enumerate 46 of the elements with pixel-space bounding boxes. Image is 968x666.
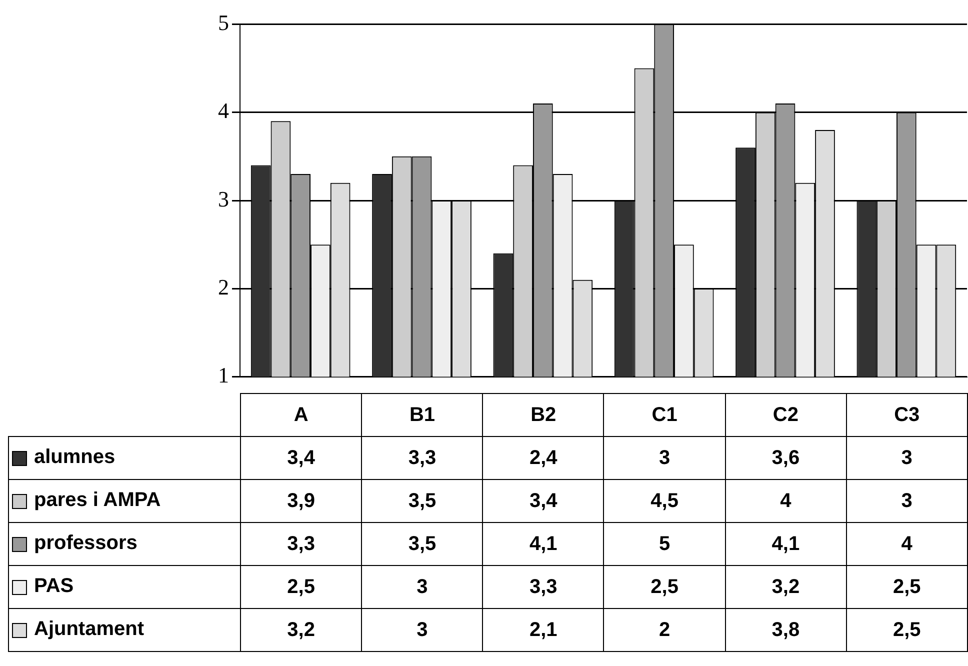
- data-label: 3,2: [240, 608, 362, 652]
- legend-label: Ajuntament: [34, 618, 144, 641]
- data-label: 3: [846, 480, 968, 522]
- data-label: 5: [604, 522, 726, 566]
- data-label: 4,5: [604, 480, 726, 522]
- y-tick-label: 1: [218, 362, 229, 388]
- x-tick-label: B1: [362, 394, 483, 436]
- data-label: 3: [362, 608, 483, 652]
- data-label: 2,5: [846, 566, 968, 608]
- data-label: 3: [846, 436, 968, 480]
- x-tick-label: A: [240, 394, 362, 436]
- data-label: 3,9: [240, 480, 362, 522]
- data-label: 2,4: [482, 436, 604, 480]
- data-label: 3,5: [362, 522, 483, 566]
- legend-label: alumnes: [34, 446, 116, 469]
- data-label: 2: [604, 608, 726, 652]
- data-label: 3,4: [482, 480, 604, 522]
- y-tick-label: 4: [218, 98, 229, 124]
- data-label: 3,3: [362, 436, 483, 480]
- data-label: 4: [846, 522, 968, 566]
- data-label: 4,1: [482, 522, 604, 566]
- data-label: 2,5: [240, 566, 362, 608]
- data-label: 3,3: [482, 566, 604, 608]
- legend-label: PAS: [34, 576, 74, 598]
- data-label: 3: [362, 566, 483, 608]
- data-label: 3,4: [240, 436, 362, 480]
- data-label: 3,3: [240, 522, 362, 566]
- y-tick-label: 3: [218, 186, 229, 212]
- y-tick-label: 2: [218, 274, 229, 300]
- data-label: 4,1: [725, 522, 846, 566]
- data-label: 2,5: [604, 566, 726, 608]
- data-label: 2,5: [846, 608, 968, 652]
- x-tick-label: B2: [482, 394, 604, 436]
- legend-label: professors: [34, 532, 138, 555]
- data-label: 3,5: [362, 480, 483, 522]
- legend-label: pares i AMPA: [34, 490, 161, 512]
- data-label: 4: [725, 480, 846, 522]
- y-tick-label: 5: [218, 10, 229, 35]
- data-label: 2,1: [482, 608, 604, 652]
- x-tick-label: C1: [604, 394, 726, 436]
- x-tick-label: C3: [846, 394, 968, 436]
- data-label: 3: [604, 436, 726, 480]
- data-label: 3,8: [725, 608, 846, 652]
- data-label: 3,2: [725, 566, 846, 608]
- x-tick-label: C2: [725, 394, 846, 436]
- data-label: 3,6: [725, 436, 846, 480]
